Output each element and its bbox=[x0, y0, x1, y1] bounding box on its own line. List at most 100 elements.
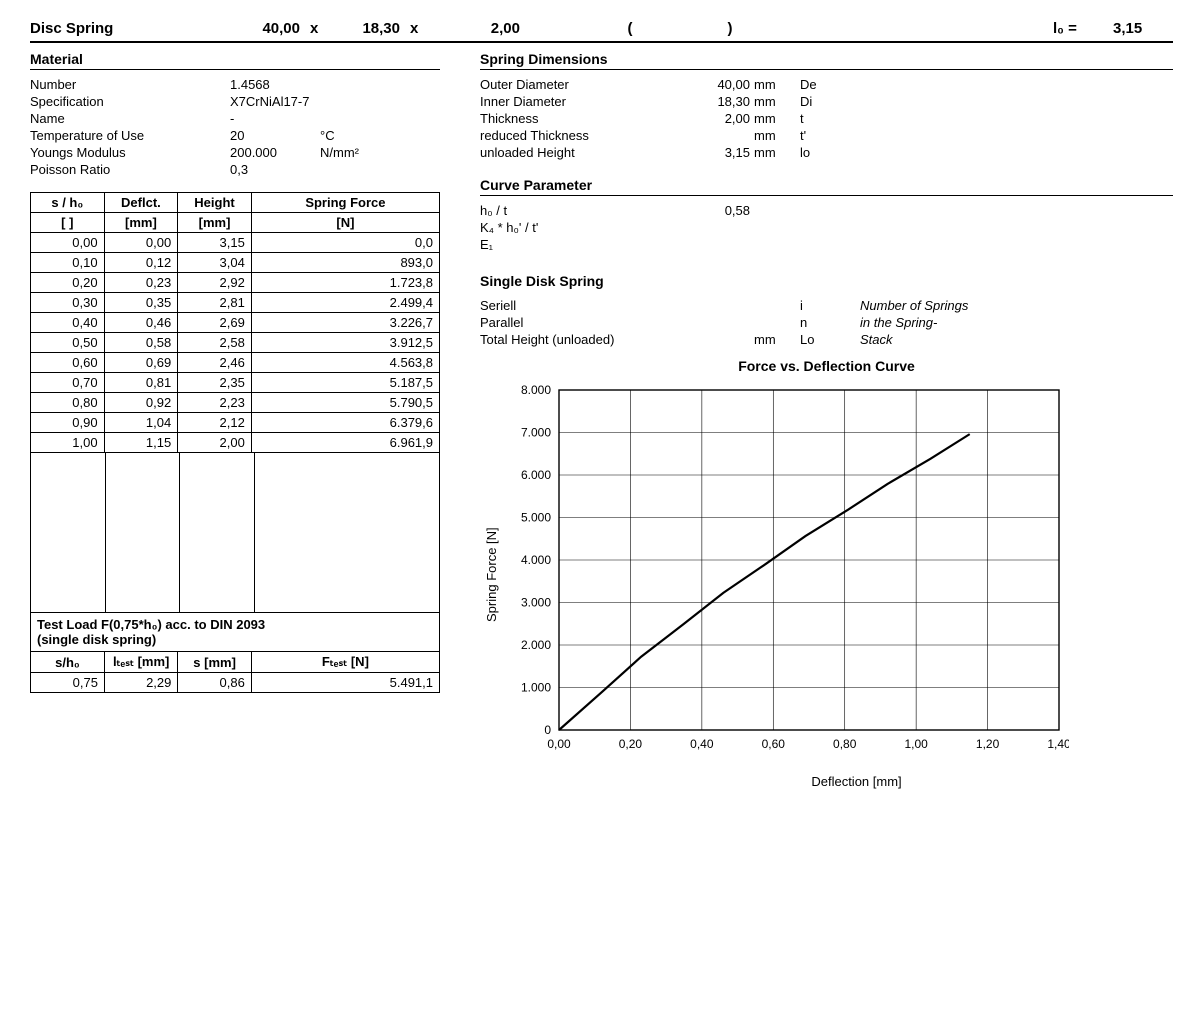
dimension-row: Thickness 2,00 mm t bbox=[480, 110, 1173, 127]
table-cell: 0,81 bbox=[104, 373, 178, 393]
table-cell: 2,23 bbox=[178, 393, 252, 413]
curve-param-row: E₁ bbox=[480, 236, 1173, 253]
table-header: Spring Force bbox=[251, 193, 439, 213]
unit: mm bbox=[750, 77, 800, 92]
label: Number bbox=[30, 77, 230, 92]
test-load-table: s/h₀lₜₑₛₜ [mm]s [mm]Fₜₑₛₜ [N]0,752,290,8… bbox=[31, 651, 439, 692]
table-cell: 6.379,6 bbox=[251, 413, 439, 433]
table-cell: 2.499,4 bbox=[251, 293, 439, 313]
value: - bbox=[230, 111, 320, 126]
table-cell: 893,0 bbox=[251, 253, 439, 273]
ytick-label: 1.000 bbox=[521, 681, 551, 695]
table-cell: 0,90 bbox=[31, 413, 105, 433]
chart-title: Force vs. Deflection Curve bbox=[480, 358, 1173, 374]
ytick-label: 2.000 bbox=[521, 638, 551, 652]
table-cell: 0,46 bbox=[104, 313, 178, 333]
single-disk-block: Seriell i Number of SpringsParallel n in… bbox=[480, 297, 1173, 348]
paren-open: ( bbox=[600, 20, 660, 37]
unit: mm bbox=[750, 145, 800, 160]
unit: mm bbox=[750, 111, 800, 126]
value: 3,15 bbox=[680, 145, 750, 160]
xtick-label: 0,00 bbox=[547, 737, 571, 751]
note: in the Spring- bbox=[860, 315, 937, 330]
table-cell: 0,69 bbox=[104, 353, 178, 373]
table-cell: 1,00 bbox=[31, 433, 105, 453]
test-load-cell: 5.491,1 bbox=[251, 673, 439, 693]
table-unit: [mm] bbox=[104, 213, 178, 233]
single-disk-row: Parallel n in the Spring- bbox=[480, 314, 1173, 331]
symbol: Lo bbox=[800, 332, 860, 347]
table-row: 0,800,922,235.790,5 bbox=[31, 393, 440, 413]
symbol: t' bbox=[800, 128, 860, 143]
l0-label: l₀ = bbox=[1053, 20, 1113, 37]
table-cell: 2,92 bbox=[178, 273, 252, 293]
value: 200.000 bbox=[230, 145, 320, 160]
chart-xlabel: Deflection [mm] bbox=[480, 774, 1173, 789]
table-cell: 0,70 bbox=[31, 373, 105, 393]
symbol: t bbox=[800, 111, 860, 126]
test-load-cell: 2,29 bbox=[104, 673, 177, 693]
table-cell: 0,92 bbox=[104, 393, 178, 413]
test-load-block: Test Load F(0,75*h₀) acc. to DIN 2093 (s… bbox=[30, 613, 440, 693]
table-cell: 0,60 bbox=[31, 353, 105, 373]
table-cell: 0,0 bbox=[251, 233, 439, 253]
material-row: Number 1.4568 bbox=[30, 76, 440, 93]
left-column: Material Number 1.4568 Specification X7C… bbox=[30, 51, 440, 789]
material-row: Temperature of Use 20 °C bbox=[30, 127, 440, 144]
label: Poisson Ratio bbox=[30, 162, 230, 177]
table-header: s / h₀ bbox=[31, 193, 105, 213]
note: Number of Springs bbox=[860, 298, 968, 313]
table-cell: 1,04 bbox=[104, 413, 178, 433]
unit: °C bbox=[320, 128, 380, 143]
label: Outer Diameter bbox=[480, 77, 680, 92]
table-header: Deflct. bbox=[104, 193, 178, 213]
test-load-header: s [mm] bbox=[178, 652, 251, 673]
label: reduced Thickness bbox=[480, 128, 680, 143]
x-sep-2: x bbox=[410, 20, 450, 37]
value: 18,30 bbox=[680, 94, 750, 109]
unit: N/mm² bbox=[320, 145, 380, 160]
table-cell: 1.723,8 bbox=[251, 273, 439, 293]
table-cell: 2,81 bbox=[178, 293, 252, 313]
label: Inner Diameter bbox=[480, 94, 680, 109]
material-block: Number 1.4568 Specification X7CrNiAl17-7… bbox=[30, 76, 440, 178]
value bbox=[680, 315, 750, 330]
material-row: Poisson Ratio 0,3 bbox=[30, 161, 440, 178]
value bbox=[680, 237, 750, 252]
dimension-row: Inner Diameter 18,30 mm Di bbox=[480, 93, 1173, 110]
table-row: 0,500,582,583.912,5 bbox=[31, 333, 440, 353]
table-cell: 1,15 bbox=[104, 433, 178, 453]
table-row: 0,700,812,355.187,5 bbox=[31, 373, 440, 393]
unit: mm bbox=[750, 332, 800, 347]
ytick-label: 6.000 bbox=[521, 468, 551, 482]
table-header: Height bbox=[178, 193, 252, 213]
label: Name bbox=[30, 111, 230, 126]
label: Specification bbox=[30, 94, 230, 109]
table-unit: [ ] bbox=[31, 213, 105, 233]
table-row: 0,100,123,04893,0 bbox=[31, 253, 440, 273]
table-cell: 2,12 bbox=[178, 413, 252, 433]
xtick-label: 0,20 bbox=[619, 737, 643, 751]
unit bbox=[320, 94, 380, 109]
table-row: 0,300,352,812.499,4 bbox=[31, 293, 440, 313]
table-cell: 2,35 bbox=[178, 373, 252, 393]
deflection-table: s / h₀Deflct.HeightSpring Force[ ][mm][m… bbox=[30, 192, 440, 453]
test-load-header: Fₜₑₛₜ [N] bbox=[251, 652, 439, 673]
xtick-label: 1,00 bbox=[904, 737, 928, 751]
xtick-label: 0,60 bbox=[762, 737, 786, 751]
table-cell: 5.790,5 bbox=[251, 393, 439, 413]
table-cell: 0,23 bbox=[104, 273, 178, 293]
material-title: Material bbox=[30, 51, 440, 70]
unit: mm bbox=[750, 94, 800, 109]
test-load-title: Test Load F(0,75*h₀) acc. to DIN 2093 bbox=[31, 613, 439, 632]
value: 1.4568 bbox=[230, 77, 320, 92]
dim-de: 40,00 bbox=[230, 20, 310, 37]
label: Temperature of Use bbox=[30, 128, 230, 143]
xtick-label: 1,40 bbox=[1047, 737, 1069, 751]
table-row: 0,200,232,921.723,8 bbox=[31, 273, 440, 293]
dimension-row: Outer Diameter 40,00 mm De bbox=[480, 76, 1173, 93]
test-load-header: s/h₀ bbox=[31, 652, 104, 673]
value: 40,00 bbox=[680, 77, 750, 92]
label: K₄ * h₀' / t' bbox=[480, 220, 680, 235]
paren-close: ) bbox=[700, 20, 760, 37]
